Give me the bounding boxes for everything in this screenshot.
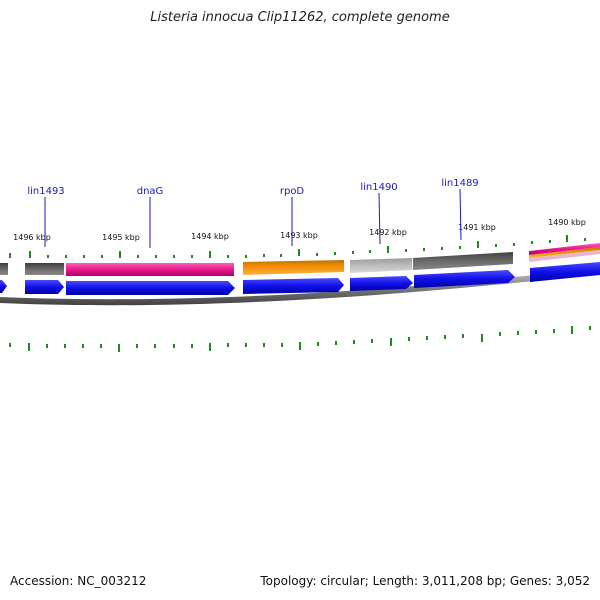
scale-label: 1490 kbp — [548, 218, 586, 227]
scale-label: 1493 kbp — [280, 231, 318, 240]
feature-block-dark-gray — [25, 263, 64, 275]
gene-label-lin1490: lin1490 — [360, 182, 397, 193]
feature-block-magenta — [66, 263, 234, 276]
feature-block-multi — [529, 247, 600, 258]
feature-block-light-gray — [350, 258, 412, 273]
lower-scale-ticks — [9, 326, 591, 352]
cds-arrow — [25, 280, 64, 294]
cds-arrow — [530, 262, 600, 282]
upper-scale-ticks — [9, 235, 586, 258]
accession-label: Accession: NC_003212 — [10, 574, 147, 588]
cds-track — [0, 262, 600, 295]
feature-block-multi — [529, 250, 600, 262]
feature-track — [0, 243, 600, 276]
cds-arrow — [243, 278, 344, 294]
scale-label: 1491 kbp — [458, 223, 496, 232]
cds-arrow — [66, 281, 235, 295]
gene-label-dnaG: dnaG — [137, 186, 164, 197]
scale-label: 1494 kbp — [191, 232, 229, 241]
cds-arrow — [414, 270, 515, 288]
genome-backbone — [0, 268, 600, 306]
gene-label-lin1489: lin1489 — [441, 178, 478, 189]
scale-label: 1495 kbp — [102, 233, 140, 242]
map-title: Listeria innocua Clip11262, complete gen… — [150, 10, 450, 25]
scale-label: 1492 kbp — [369, 228, 407, 237]
cds-arrow — [0, 280, 7, 293]
feature-block-orange — [243, 260, 344, 275]
feature-block-multi — [529, 243, 600, 255]
cds-arrow — [350, 276, 413, 291]
gene-label-rpoD: rpoD — [280, 186, 305, 197]
feature-block-dark-gray — [0, 263, 8, 275]
gene-labels: lin1493 dnaG rpoD lin1490 lin1489 — [27, 178, 478, 197]
scale-label: 1496 kbp — [13, 233, 51, 242]
feature-block-dark-gray — [413, 252, 513, 270]
scale-labels: 1496 kbp 1495 kbp 1494 kbp 1493 kbp 1492… — [13, 218, 586, 242]
gene-label-lines — [44, 188, 462, 248]
genome-summary-label: Topology: circular; Length: 3,011,208 bp… — [260, 574, 590, 588]
gene-label-lin1493: lin1493 — [27, 186, 64, 197]
